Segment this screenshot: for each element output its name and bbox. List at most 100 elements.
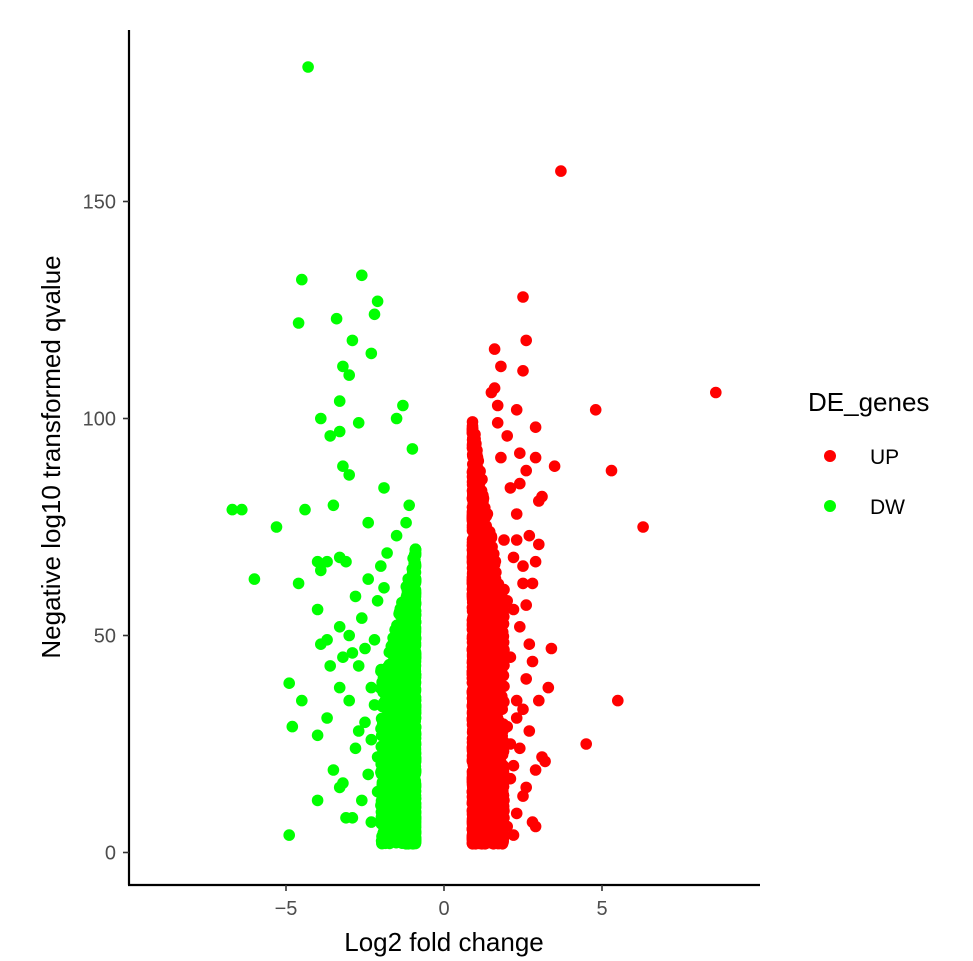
up-gene-point — [520, 334, 532, 347]
up-gene-point — [507, 759, 520, 772]
dw-gene-point — [333, 425, 346, 438]
up-gene-point — [526, 577, 539, 590]
up-gene-point — [495, 648, 507, 660]
dw-gene-point — [390, 646, 402, 659]
up-gene-point — [469, 778, 481, 790]
dw-gene-point — [380, 811, 392, 823]
dw-gene-point — [346, 334, 359, 347]
up-gene-point — [477, 580, 490, 593]
dw-gene-point — [315, 564, 327, 577]
up-gene-point — [468, 788, 481, 800]
up-gene-point — [548, 460, 561, 473]
up-gene-point — [467, 673, 480, 686]
dw-gene-point — [333, 781, 346, 794]
legend: DE_genes UP DW — [808, 387, 929, 519]
dw-gene-point — [408, 549, 421, 561]
x-tick-label: 0 — [438, 898, 449, 920]
dw-gene-point — [296, 273, 308, 286]
dw-gene-point — [378, 582, 390, 594]
up-gene-point — [479, 838, 491, 850]
dw-gene-point — [388, 766, 401, 778]
dw-gene-point — [375, 799, 387, 812]
dw-gene-point — [400, 516, 412, 529]
up-gene-point — [529, 764, 542, 776]
dw-gene-point — [248, 573, 261, 585]
up-gene-point — [520, 673, 532, 685]
points-layer — [226, 61, 722, 850]
legend-label-up: UP — [870, 446, 899, 469]
dw-gene-point — [333, 681, 346, 694]
dw-gene-point — [403, 651, 416, 663]
dw-gene-point — [349, 590, 362, 603]
dw-gene-point — [390, 412, 403, 425]
up-gene-point — [514, 742, 526, 755]
dw-gene-point — [409, 833, 422, 846]
up-gene-point — [520, 781, 532, 794]
dw-gene-point — [283, 677, 296, 689]
up-gene-point — [473, 511, 485, 523]
dw-gene-point — [368, 634, 381, 646]
up-gene-point — [507, 551, 520, 564]
dw-gene-point — [381, 697, 393, 709]
dw-gene-point — [408, 677, 420, 689]
up-gene-point — [485, 683, 498, 696]
dw-gene-point — [393, 690, 406, 702]
dw-gene-point — [311, 603, 324, 616]
up-gene-point — [517, 790, 529, 802]
up-gene-point — [483, 737, 496, 749]
up-gene-point — [485, 772, 497, 785]
dw-gene-point — [359, 716, 371, 729]
up-gene-point — [478, 555, 490, 568]
dw-gene-point — [396, 601, 408, 613]
up-gene-point — [486, 784, 498, 796]
up-gene-point — [504, 738, 517, 750]
y-tick-label: 150 — [83, 192, 116, 214]
up-gene-point — [517, 291, 529, 303]
dw-gene-point — [311, 555, 324, 568]
up-gene-point — [466, 815, 479, 828]
up-gene-point — [539, 755, 551, 768]
up-gene-point — [479, 546, 492, 558]
dw-gene-point — [379, 680, 392, 693]
up-gene-point — [467, 491, 479, 504]
dw-gene-point — [333, 395, 346, 407]
up-gene-point — [466, 519, 479, 532]
up-gene-point — [471, 698, 484, 711]
up-gene-point — [612, 694, 624, 707]
up-gene-point — [510, 508, 523, 520]
dw-gene-point — [397, 399, 409, 412]
dw-gene-point — [365, 816, 378, 828]
dw-gene-point — [356, 612, 368, 624]
dw-gene-point — [403, 737, 415, 750]
legend-entries: UP DW — [824, 446, 905, 519]
dw-gene-point — [343, 469, 356, 481]
up-gene-point — [510, 534, 523, 546]
up-gene-point — [542, 681, 555, 694]
up-gene-point — [483, 815, 496, 828]
y-axis-ticks: 0 50 100 150 — [83, 192, 129, 865]
dw-gene-point — [378, 482, 390, 494]
up-gene-point — [496, 703, 509, 715]
up-gene-point — [510, 807, 523, 820]
y-tick-label: 100 — [83, 409, 116, 431]
up-gene-point — [589, 404, 602, 416]
dw-gene-point — [315, 412, 327, 425]
up-gene-point — [501, 595, 513, 607]
up-gene-point — [488, 343, 501, 355]
dw-gene-point — [390, 814, 402, 827]
dw-gene-point — [359, 642, 371, 655]
dw-gene-point — [340, 812, 352, 824]
up-gene-point — [486, 758, 498, 770]
up-gene-point — [533, 538, 545, 551]
up-gene-point — [469, 740, 481, 752]
up-gene-point — [478, 712, 490, 725]
dw-gene-point — [371, 751, 384, 763]
up-gene-point — [517, 577, 529, 590]
dw-gene-point — [283, 829, 296, 841]
up-gene-point — [501, 430, 513, 442]
up-gene-point — [482, 590, 495, 602]
dw-gene-point — [371, 295, 384, 308]
up-gene-point — [529, 421, 542, 434]
dw-gene-point — [365, 681, 378, 694]
dw-gene-point — [375, 560, 387, 572]
